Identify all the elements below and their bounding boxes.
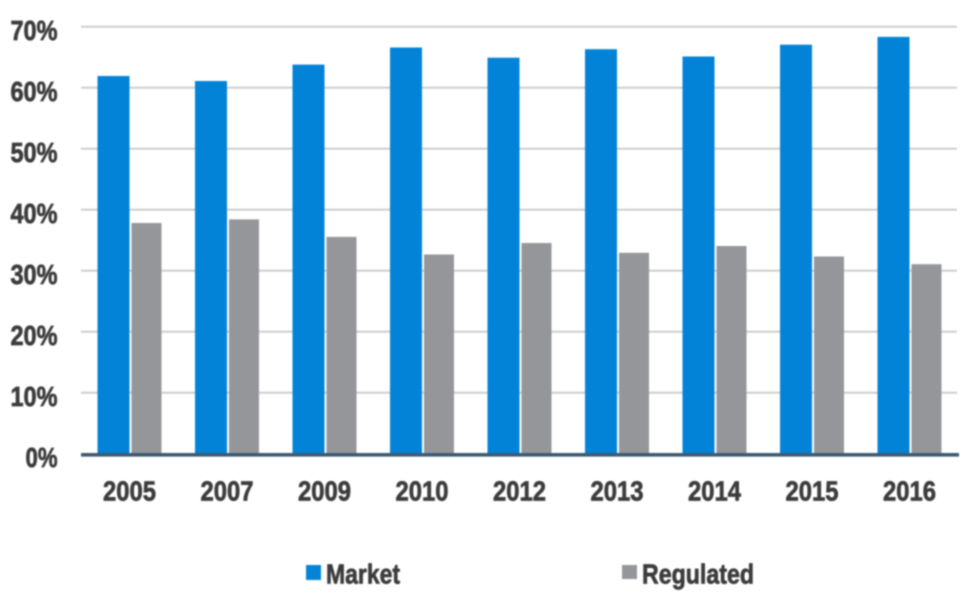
- svg-text:40%: 40%: [11, 198, 58, 229]
- svg-text:2015: 2015: [786, 476, 839, 507]
- svg-text:2014: 2014: [688, 476, 741, 507]
- svg-text:50%: 50%: [11, 137, 58, 168]
- svg-text:2007: 2007: [201, 476, 254, 507]
- svg-text:10%: 10%: [11, 381, 58, 412]
- svg-text:0%: 0%: [26, 442, 58, 473]
- svg-text:2013: 2013: [591, 476, 644, 507]
- svg-text:Market: Market: [326, 559, 400, 590]
- svg-text:2010: 2010: [396, 476, 449, 507]
- svg-text:30%: 30%: [11, 259, 58, 290]
- svg-text:2016: 2016: [883, 476, 936, 507]
- svg-text:70%: 70%: [11, 15, 58, 46]
- svg-text:2012: 2012: [493, 476, 546, 507]
- svg-text:2005: 2005: [103, 476, 156, 507]
- svg-text:2009: 2009: [298, 476, 351, 507]
- svg-text:Regulated: Regulated: [642, 559, 754, 590]
- svg-text:20%: 20%: [11, 320, 58, 351]
- svg-text:60%: 60%: [11, 76, 58, 107]
